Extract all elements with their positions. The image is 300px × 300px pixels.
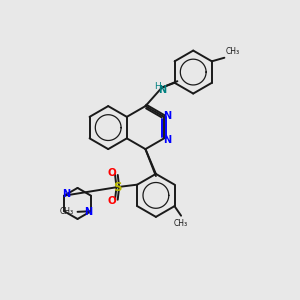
Text: N: N	[62, 190, 70, 200]
Text: N: N	[158, 85, 166, 95]
Text: H: H	[154, 82, 161, 91]
Text: S: S	[114, 181, 122, 194]
Text: O: O	[107, 168, 116, 178]
Text: N: N	[163, 111, 171, 121]
Text: CH₃: CH₃	[60, 207, 74, 216]
Text: O: O	[107, 196, 116, 206]
Text: CH₃: CH₃	[226, 47, 240, 56]
Text: CH₃: CH₃	[173, 219, 188, 228]
Text: N: N	[85, 207, 93, 217]
Text: N: N	[163, 134, 171, 145]
